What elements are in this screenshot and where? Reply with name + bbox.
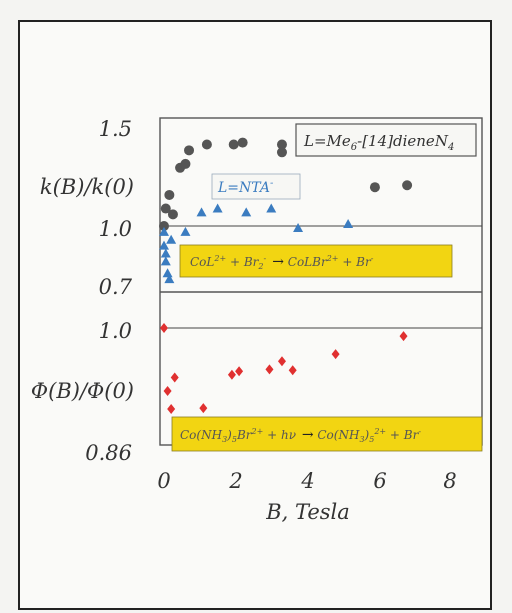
bottom-series-0-point-5	[227, 369, 236, 380]
bottom-series-0-point-10	[331, 349, 340, 360]
x-tick-2: 4	[300, 469, 314, 493]
bottom-series-0-point-9	[288, 365, 297, 376]
bottom-panel-markers	[160, 323, 408, 414]
plot-frame	[159, 117, 483, 446]
x-tick-0: 0	[157, 469, 170, 493]
top-equation-box	[179, 244, 453, 278]
top-series-1-point-7	[180, 226, 191, 236]
bottom-series-0-point-0	[160, 323, 168, 333]
top-series-1-point-5	[164, 274, 175, 284]
top-series-1-point-1	[159, 240, 169, 250]
top-series-1-point-10	[241, 207, 252, 217]
top-series-1-point-12	[293, 222, 304, 232]
chart-svg: 1.5 1.0 0.7 k(B)/k(0) 1.0 0.86 Φ(B)/Φ(0)…	[31, 117, 483, 524]
y-tick-top-1: 1.5	[99, 117, 132, 141]
bottom-series-0-point-11	[399, 331, 408, 342]
top-series-0-point-13	[369, 182, 380, 193]
top-series-0-point-9	[237, 137, 248, 148]
legend-label-nta: L=NTA-	[217, 178, 274, 196]
x-tick-1: 2	[228, 469, 242, 493]
bottom-series-0-point-8	[277, 356, 286, 367]
legend-box-nta	[211, 173, 301, 200]
bottom-series-0-point-3	[170, 372, 179, 383]
x-axis-label: B, Tesla	[265, 500, 350, 524]
bottom-equation-box	[171, 416, 483, 452]
bottom-series-0-point-7	[265, 364, 274, 375]
bottom-series-0-point-2	[167, 404, 176, 414]
top-series-0-point-0	[159, 221, 169, 231]
top-series-0-point-11	[276, 147, 287, 158]
top-series-1-point-6	[166, 234, 177, 244]
top-series-1-point-8	[196, 207, 207, 217]
top-series-0-point-5	[180, 158, 191, 169]
y-label-top: k(B)/k(0)	[40, 175, 134, 199]
x-tick-3: 6	[373, 469, 386, 493]
top-series-1-point-2	[160, 248, 171, 258]
bottom-equation: Co(NH3)5Br2+ + hν → Co(NH3)52+ + Br-	[180, 427, 421, 444]
y-tick-top-2: 1.0	[99, 217, 132, 241]
figure-frame: 1.5 1.0 0.7 k(B)/k(0) 1.0 0.86 Φ(B)/Φ(0)…	[18, 20, 492, 610]
top-series-0-point-2	[164, 189, 175, 200]
top-series-1-point-3	[160, 256, 171, 266]
top-series-1-point-13	[343, 219, 354, 229]
legend-box-me6	[295, 123, 477, 157]
top-series-0-point-10	[276, 139, 287, 150]
top-series-1-point-4	[162, 268, 173, 278]
y-tick-bottom-2: 0.86	[85, 441, 132, 465]
y-tick-bottom-1: 1.0	[99, 319, 132, 343]
y-tick-top-3: 0.7	[99, 275, 133, 299]
top-equation: CoL2+ + Br2- → CoLBr2+ + Br-	[190, 254, 374, 271]
y-label-bottom: Φ(B)/Φ(0)	[31, 379, 134, 403]
top-series-0-point-6	[184, 145, 195, 156]
top-series-1-point-11	[266, 203, 277, 213]
top-series-0-point-1	[160, 203, 171, 214]
top-series-0-point-14	[402, 180, 413, 191]
bottom-series-0-point-4	[199, 403, 208, 414]
top-series-1-point-0	[159, 226, 169, 236]
top-series-0-point-3	[167, 209, 178, 220]
top-series-0-point-7	[201, 139, 212, 150]
top-series-0-point-8	[228, 139, 239, 150]
x-tick-4: 8	[443, 469, 456, 493]
bottom-series-0-point-6	[235, 366, 244, 377]
bottom-series-0-point-1	[163, 386, 172, 396]
top-series-1-point-9	[212, 203, 223, 213]
legend-label-me6: L=Me6-[14]dieneN4	[303, 132, 454, 153]
